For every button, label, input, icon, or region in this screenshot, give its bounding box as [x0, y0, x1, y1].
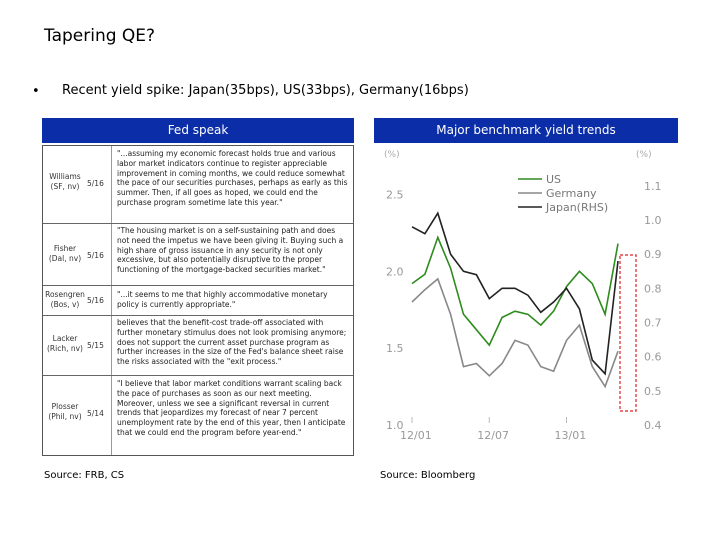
table-row: Plosser (Phil, nv) 5/14 "I believe that … [43, 376, 353, 457]
table-row: Lacker (Rich, nv) 5/15 believes that the… [43, 316, 353, 376]
legend-label: Japan(RHS) [545, 201, 608, 214]
left-tick-label: 2.0 [386, 265, 404, 278]
left-tick-label: 1.0 [386, 419, 404, 432]
right-tick-label: 0.5 [644, 385, 662, 398]
series-lines [411, 211, 619, 389]
speaker-date: 5/15 [87, 341, 104, 350]
speaker-name: Williams (SF, nv) [49, 172, 81, 191]
x-axis-ticks: 12/01 12/07 13/01 [400, 417, 586, 442]
right-tick-label: 0.6 [644, 351, 662, 364]
series-line-us [411, 235, 619, 347]
speaker-name: Lacker (Rich, nv) [47, 334, 83, 353]
speaker-date: 5/14 [87, 409, 104, 418]
fed-speak-table: Williams (SF, nv) 5/16 "...assuming my e… [42, 145, 354, 456]
x-tick-label: 12/01 [400, 429, 432, 442]
left-tick-label: 2.5 [386, 188, 404, 201]
legend-label: Germany [546, 187, 597, 200]
table-row: Williams (SF, nv) 5/16 "...assuming my e… [43, 146, 353, 224]
right-axis-ticks: 0.4 0.5 0.6 0.7 0.8 0.9 1.0 1.1 [644, 180, 662, 432]
series-line-germany [411, 277, 619, 389]
speaker-quote: believes that the benefit-cost trade-off… [117, 318, 347, 367]
right-tick-label: 0.9 [644, 248, 662, 261]
recent-spike-highlight [619, 254, 637, 412]
right-tick-label: 1.0 [644, 214, 662, 227]
speaker-name: Plosser (Phil, nv) [48, 402, 82, 421]
left-axis-ticks: 1.0 1.5 2.0 2.5 [386, 188, 404, 432]
table-row: Rosengren (Bos, v) 5/16 "...it seems to … [43, 286, 353, 316]
speaker-quote: "...it seems to me that highly accommoda… [117, 290, 328, 309]
right-tick-label: 1.1 [644, 180, 662, 193]
fed-speak-header: Fed speak [42, 118, 354, 143]
left-tick-label: 1.5 [386, 342, 404, 355]
x-tick-label: 12/07 [477, 429, 509, 442]
speaker-quote: "...assuming my economic forecast holds … [117, 149, 348, 207]
speaker-name: Rosengren (Bos, v) [45, 290, 85, 309]
legend-label: US [546, 173, 561, 186]
speaker-date: 5/16 [87, 251, 104, 260]
left-axis-unit: (%) [384, 150, 400, 160]
speaker-name: Fisher (Dal, nv) [48, 244, 82, 263]
right-tick-label: 0.7 [644, 317, 662, 330]
right-axis-unit: (%) [636, 150, 652, 160]
speaker-date: 5/16 [87, 296, 104, 305]
chart-source-note: Source: Bloomberg [380, 470, 476, 481]
fed-source-note: Source: FRB, CS [44, 470, 125, 481]
yield-chart-header: Major benchmark yield trends [374, 118, 678, 143]
table-row: Fisher (Dal, nv) 5/16 "The housing marke… [43, 224, 353, 286]
speaker-quote: "The housing market is on a self-sustain… [117, 226, 344, 275]
bullet-text: Recent yield spike: Japan(35bps), US(33b… [62, 83, 469, 98]
right-tick-label: 0.4 [644, 419, 662, 432]
right-tick-label: 0.8 [644, 282, 662, 295]
speaker-date: 5/16 [87, 179, 104, 188]
slide-title: Tapering QE? [44, 26, 156, 46]
column-divider [111, 146, 112, 455]
series-line-japanrhs [411, 211, 619, 376]
speaker-quote: "I believe that labor market conditions … [117, 379, 346, 437]
bullet-marker: • [32, 84, 40, 99]
yield-chart: (%) (%) 1.0 1.5 2.0 2.5 0.4 0.5 0.6 0.7 0.8 0.9 1… [384, 150, 662, 442]
x-tick-label: 13/01 [555, 429, 587, 442]
